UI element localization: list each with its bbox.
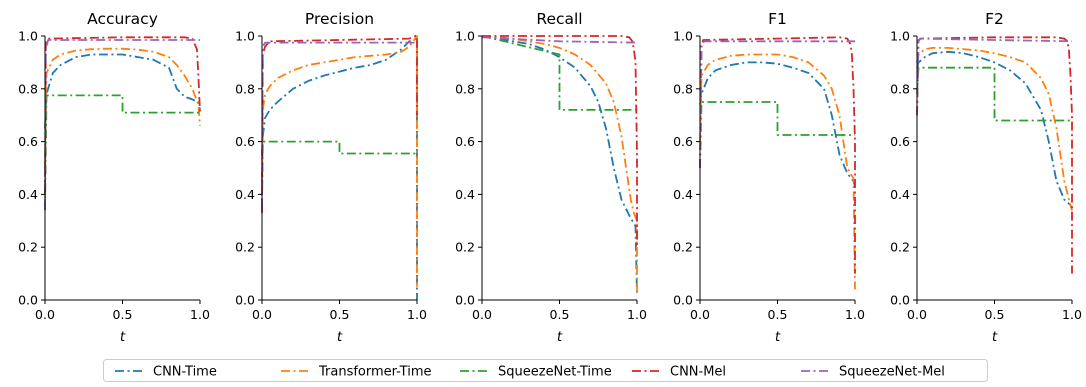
series-line-cnn-mel — [261, 35, 418, 213]
series-line-cnn-time — [916, 50, 1073, 211]
legend-item-squeezenet-time: SqueezeNet-Time — [460, 365, 612, 380]
x-axis-label: t — [557, 329, 563, 345]
y-tick-label: 0.8 — [890, 81, 910, 96]
series-line-cnn-time — [481, 35, 638, 295]
y-tick-label: 0.4 — [455, 187, 475, 202]
legend-label: Transformer-Time — [318, 365, 432, 380]
y-tick-label: 0.0 — [455, 293, 475, 308]
legend-item-cnn-time: CNN-Time — [115, 365, 217, 380]
x-tick-label: 0.5 — [550, 307, 570, 322]
legend-item-squeezenet-mel: SqueezeNet-Mel — [801, 365, 945, 380]
x-tick-label: 1.0 — [627, 307, 647, 322]
series-line-squeezenet-time — [481, 35, 637, 111]
x-tick-label: 1.0 — [845, 307, 865, 322]
panel-title: Recall — [536, 10, 582, 28]
series-line-squeezenet-time — [44, 94, 200, 211]
legend: CNN-Time Transformer-Time SqueezeNet-Time C… — [103, 359, 988, 382]
legend-item-cnn-mel: CNN-Mel — [632, 365, 726, 380]
legend-label: SqueezeNet-Time — [498, 365, 612, 380]
y-tick-label: 0.2 — [18, 240, 38, 255]
series-line-cnn-mel — [699, 36, 856, 274]
series-line-cnn-time — [699, 61, 856, 187]
series-line-transformer-time — [699, 53, 856, 290]
y-tick-label: 1.0 — [673, 29, 693, 44]
y-tick-label: 0.8 — [235, 81, 255, 96]
x-tick-label: 0.5 — [330, 307, 350, 322]
y-tick-label: 0.6 — [18, 134, 38, 149]
panel-title: Precision — [305, 10, 374, 28]
y-tick-label: 0.6 — [235, 134, 255, 149]
series-line-transformer-time — [44, 47, 201, 169]
y-tick-label: 0.8 — [455, 81, 475, 96]
y-tick-label: 0.4 — [890, 187, 910, 202]
y-tick-label: 0.2 — [455, 240, 475, 255]
y-tick-label: 0.8 — [673, 81, 693, 96]
series-line-transformer-time — [261, 35, 418, 287]
series-line-transformer-time — [916, 47, 1073, 211]
series-line-squeezenet-mel — [481, 36, 638, 44]
series-line-cnn-time — [44, 53, 201, 129]
x-tick-label: 0.0 — [907, 307, 927, 322]
legend-label: SqueezeNet-Mel — [839, 365, 945, 380]
y-tick-label: 1.0 — [235, 29, 255, 44]
panel-recall: Recall 0.0 0.2 0.4 0.6 0.8 1.0 0.0 0.5 1.0 t — [455, 10, 647, 345]
y-tick-label: 0.0 — [673, 293, 693, 308]
y-tick-label: 1.0 — [890, 29, 910, 44]
series-line-squeezenet-time — [261, 140, 417, 208]
y-tick-label: 0.2 — [235, 240, 255, 255]
y-tick-label: 0.6 — [890, 134, 910, 149]
x-tick-label: 0.5 — [985, 307, 1005, 322]
x-tick-label: 0.0 — [690, 307, 710, 322]
x-axis-label: t — [775, 329, 781, 345]
x-tick-label: 0.0 — [252, 307, 272, 322]
panel-title: Accuracy — [87, 10, 158, 28]
y-tick-label: 0.0 — [18, 293, 38, 308]
series-line-squeezenet-mel — [44, 39, 200, 208]
x-tick-label: 0.0 — [472, 307, 492, 322]
y-tick-label: 0.4 — [673, 187, 693, 202]
x-axis-label: t — [337, 329, 343, 345]
y-tick-label: 0.0 — [890, 293, 910, 308]
y-tick-label: 0.2 — [673, 240, 693, 255]
x-axis-label: t — [992, 329, 998, 345]
series-line-squeezenet-mel — [916, 37, 1073, 116]
x-tick-label: 0.0 — [35, 307, 55, 322]
panel-f2: F2 0.0 0.2 0.4 0.6 0.8 1.0 0.0 0.5 1.0 t — [890, 10, 1082, 345]
legend-label: CNN-Mel — [670, 365, 726, 380]
y-tick-label: 0.4 — [18, 187, 38, 202]
y-tick-label: 0.0 — [235, 293, 255, 308]
panel-f1: F1 0.0 0.2 0.4 0.6 0.8 1.0 0.0 0.5 1.0 t — [673, 10, 865, 345]
panel-title: F1 — [768, 10, 787, 28]
x-tick-label: 1.0 — [190, 307, 210, 322]
series-line-cnn-time — [261, 37, 418, 300]
legend-frame — [103, 359, 988, 382]
legend-item-transformer-time: Transformer-Time — [281, 365, 432, 380]
series-line-squeezenet-mel — [699, 40, 855, 169]
series-line-cnn-mel — [916, 36, 1073, 274]
y-tick-label: 0.2 — [890, 240, 910, 255]
x-tick-label: 0.5 — [113, 307, 133, 322]
y-tick-label: 0.4 — [235, 187, 255, 202]
y-tick-label: 0.6 — [455, 134, 475, 149]
x-tick-label: 1.0 — [1062, 307, 1082, 322]
y-tick-label: 1.0 — [18, 29, 38, 44]
panel-accuracy: Accuracy 0.0 0.2 0.4 0.6 0.8 1.0 0.0 0.5 1.0 t — [18, 10, 210, 345]
series-line-squeezenet-mel — [261, 41, 417, 208]
panel-precision: Precision 0.0 0.2 0.4 0.6 0.8 1.0 0.0 0.5 1.0 t — [235, 10, 427, 345]
series-line-squeezenet-time — [916, 66, 1072, 122]
panel-title: F2 — [985, 10, 1004, 28]
x-axis-label: t — [120, 329, 126, 345]
series-line-cnn-mel — [44, 36, 201, 195]
x-tick-label: 0.5 — [768, 307, 788, 322]
y-tick-label: 0.8 — [18, 81, 38, 96]
y-tick-label: 0.6 — [673, 134, 693, 149]
x-tick-label: 1.0 — [407, 307, 427, 322]
y-tick-label: 1.0 — [455, 29, 475, 44]
legend-label: CNN-Time — [153, 365, 217, 380]
